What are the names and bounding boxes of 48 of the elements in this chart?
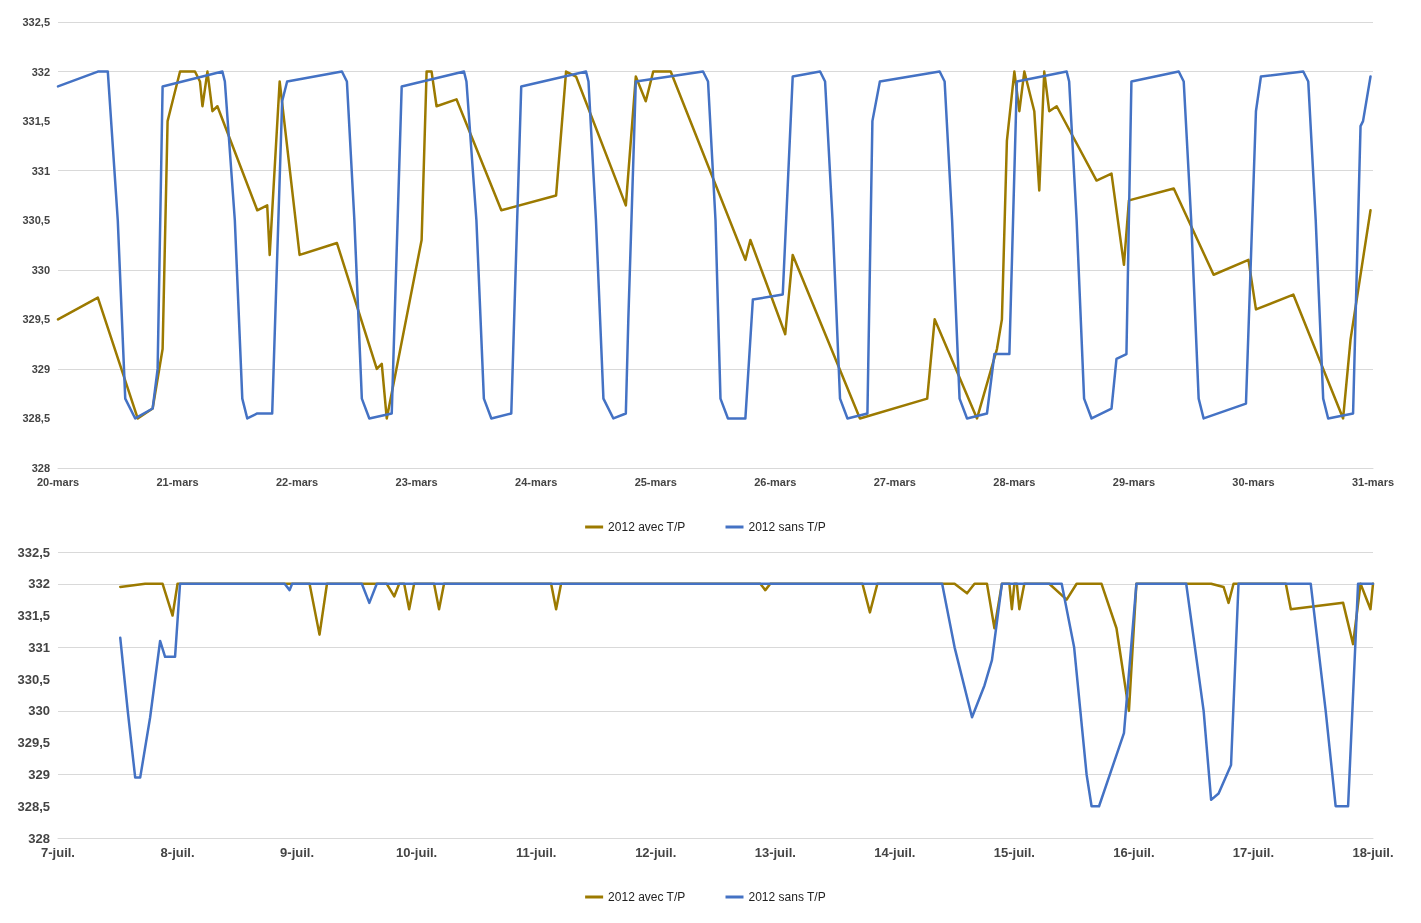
y-tick-label: 330,5 <box>22 214 50 227</box>
x-tick-label: 10-juil. <box>396 845 438 860</box>
y-tick-label: 330 <box>28 703 50 719</box>
x-tick-label: 11-juil. <box>515 845 557 860</box>
x-tick-label: 30-mars <box>1232 475 1275 488</box>
x-tick-label: 26-mars <box>754 475 797 488</box>
y-tick-label: 329,5 <box>17 735 50 751</box>
y-tick-label: 329 <box>31 362 50 375</box>
legend-label: 2012 sans T/P <box>748 890 826 904</box>
x-tick-label: 20-mars <box>36 475 80 488</box>
y-tick-label: 331,5 <box>22 115 50 128</box>
y-tick-label: 332 <box>31 65 50 78</box>
x-tick-label: 17-juil. <box>1232 845 1275 860</box>
y-tick-label: 328 <box>31 462 50 474</box>
y-tick-label: 328 <box>28 830 50 846</box>
y-tick-label: 332 <box>28 576 50 592</box>
x-tick-label: 8-juil. <box>160 845 195 860</box>
y-tick-label: 328,5 <box>17 798 50 814</box>
x-tick-label: 9-juil. <box>280 845 315 860</box>
x-tick-label: 29-mars <box>1112 475 1156 488</box>
x-tick-label: 7-juil. <box>41 845 75 860</box>
x-tick-label: 16-juil. <box>1113 845 1155 860</box>
x-tick-label: 21-mars <box>156 475 199 488</box>
x-tick-label: 25-mars <box>634 475 677 488</box>
legend-label: 2012 sans T/P <box>748 520 826 534</box>
y-tick-label: 331 <box>31 164 50 177</box>
y-tick-label: 330 <box>31 263 50 276</box>
y-tick-label: 332,5 <box>17 544 50 560</box>
y-tick-label: 328,5 <box>22 412 50 425</box>
y-tick-label: 329 <box>28 766 50 782</box>
y-tick-label: 332,5 <box>22 16 50 28</box>
x-tick-label: 24-mars <box>515 475 558 488</box>
x-tick-label: 18-juil. <box>1352 845 1394 860</box>
x-tick-label: 28-mars <box>993 475 1036 488</box>
y-tick-label: 331 <box>28 639 50 655</box>
x-tick-label: 27-mars <box>873 475 916 488</box>
x-tick-label: 15-juil. <box>993 845 1035 860</box>
legend-label: 2012 avec T/P <box>608 890 686 904</box>
y-tick-label: 329,5 <box>22 313 50 326</box>
y-tick-label: 330,5 <box>17 671 50 687</box>
x-tick-label: 13-juil. <box>754 845 796 860</box>
x-tick-label: 31-mars <box>1351 475 1395 488</box>
legend-label: 2012 avec T/P <box>608 520 686 534</box>
y-tick-label: 331,5 <box>17 608 50 624</box>
x-tick-label: 23-mars <box>395 475 438 488</box>
x-tick-label: 12-juil. <box>635 845 677 860</box>
x-tick-label: 22-mars <box>275 475 319 488</box>
x-tick-label: 14-juil. <box>874 845 916 860</box>
